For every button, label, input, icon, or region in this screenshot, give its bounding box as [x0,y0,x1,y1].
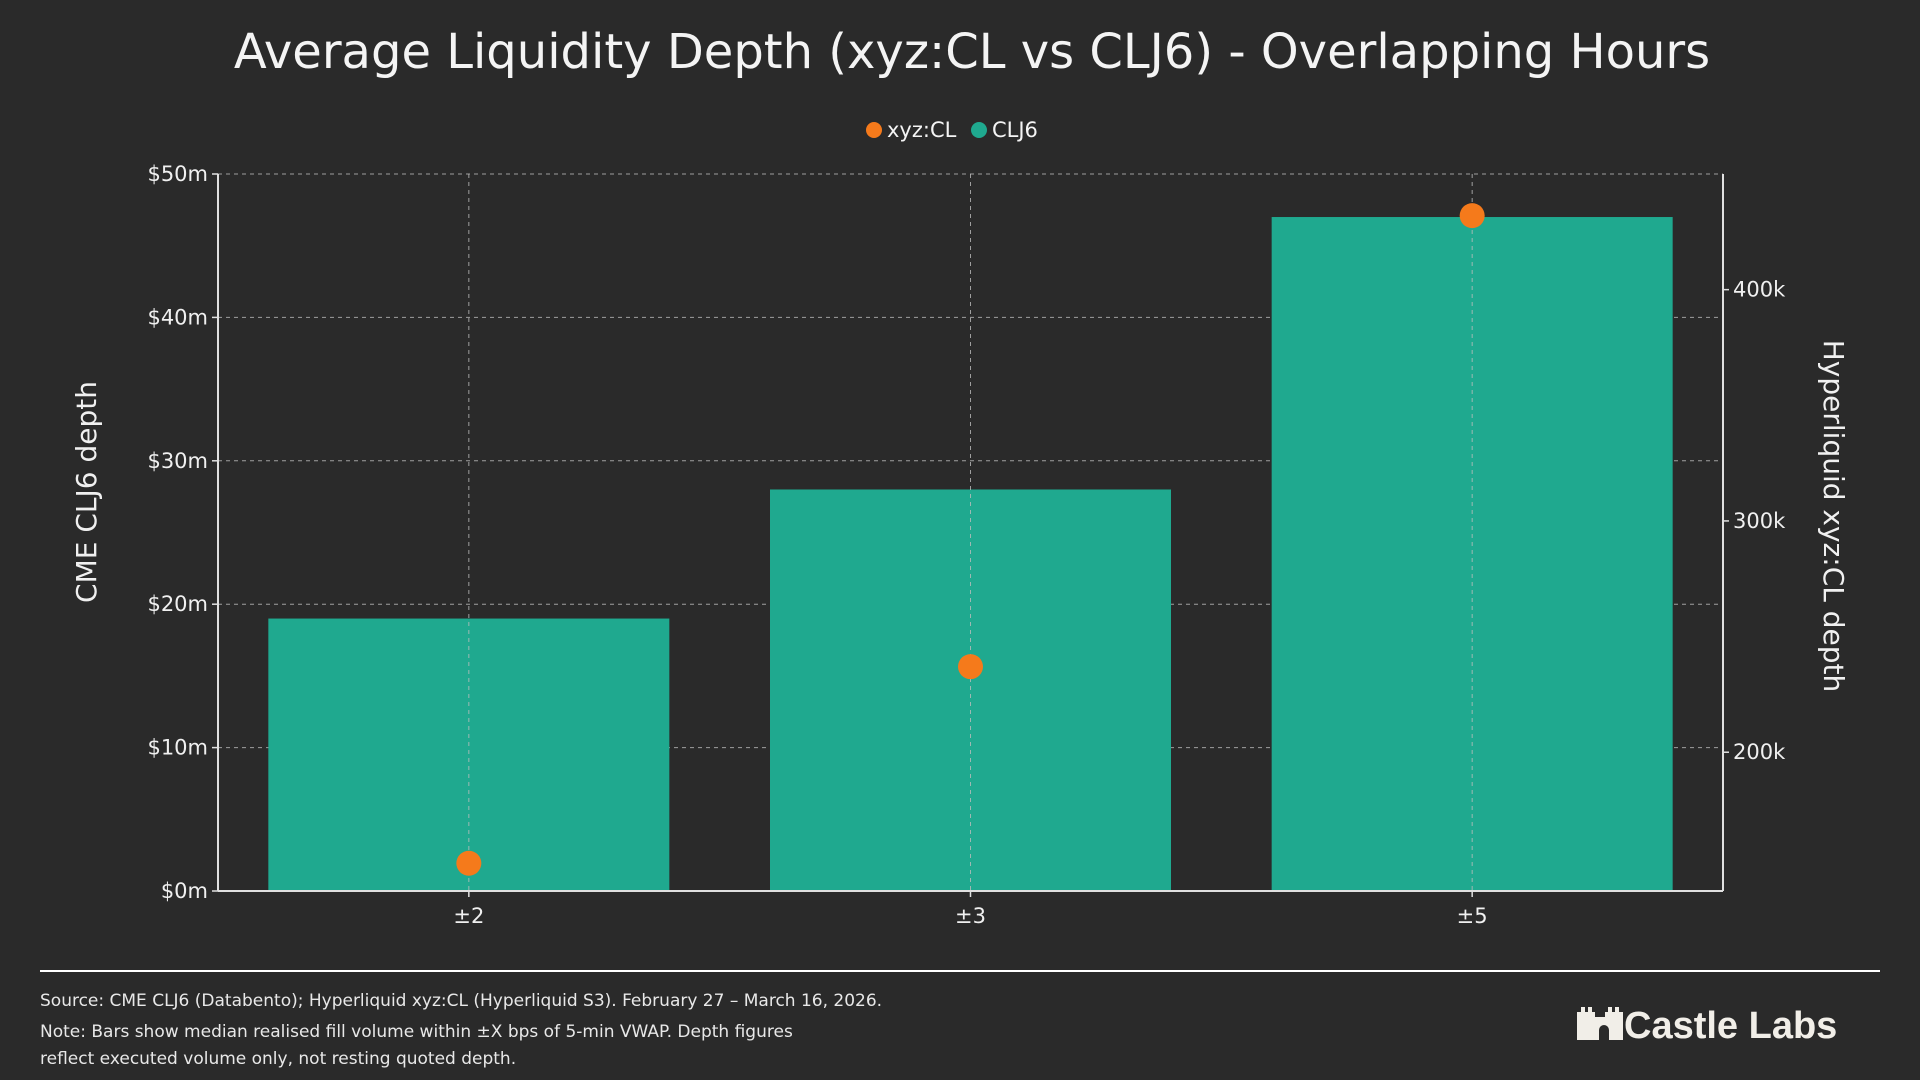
legend-marker-xyzcl [866,122,882,138]
y-right-label: Hyperliquid xyz:CL depth [1817,340,1850,693]
y-left-tick-label: $50m [147,162,208,186]
footer-note-line1: Note: Bars show median realised fill vol… [40,1022,793,1042]
scatter-points [456,203,1485,876]
point-xyzcl-0 [456,850,482,876]
legend-marker-clj6 [971,122,987,138]
point-xyzcl-2 [1459,203,1485,229]
y-left-label: CME CLJ6 depth [70,381,103,603]
chart-title: Average Liquidity Depth (xyz:CL vs CLJ6)… [234,24,1710,80]
logo-text: Castle Labs [1624,1005,1837,1047]
y-left-tick-label: $40m [147,305,208,329]
legend-label-xyzcl: xyz:CL [887,118,957,142]
castle-icon [1577,1007,1623,1040]
bar-clj6-0 [268,618,670,891]
y-left-tick-label: $0m [161,879,208,903]
legend-label-clj6: CLJ6 [992,118,1038,142]
point-xyzcl-1 [958,654,983,680]
x-tick-label: ±3 [955,904,986,928]
y-left-tick-label: $10m [147,736,208,760]
legend: xyz:CL CLJ6 [866,118,1038,142]
y-right-tick-label: 200k [1733,740,1786,764]
y-left-tick-label: $30m [147,449,208,473]
footer-note-line2: reflect executed volume only, not restin… [40,1049,516,1069]
castle-labs-logo: Castle Labs [1577,1005,1837,1047]
axes: $0m $10m $20m $30m $40m $50m 200k 300k 400k ±2 ±3 ±… [147,162,1786,928]
y-right-tick-label: 400k [1733,278,1786,302]
y-left-tick-label: $20m [147,592,208,616]
footer-source: Source: CME CLJ6 (Databento); Hyperliqui… [40,991,882,1011]
x-tick-label: ±2 [453,904,484,928]
x-tick-label: ±5 [1457,904,1488,928]
y-right-tick-label: 300k [1733,509,1786,533]
